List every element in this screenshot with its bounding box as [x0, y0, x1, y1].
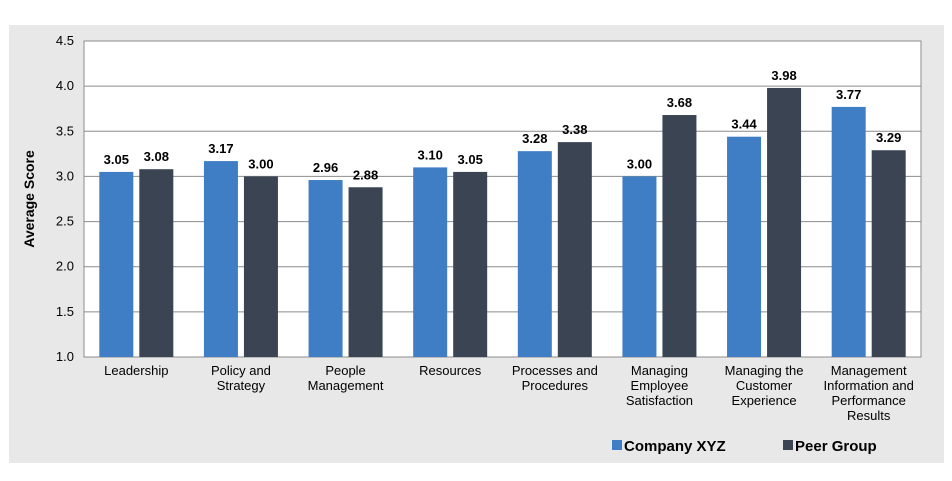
- y-tick-label: 4.5: [56, 33, 74, 48]
- data-label: 3.05: [104, 152, 129, 167]
- x-category-label: Management Information and Performance Resu…: [824, 363, 914, 423]
- y-tick-label: 2.5: [56, 214, 74, 229]
- data-labels: 3.05 3.08 3.17 3.00 2.96 2.88 3.10 3.05 3.28 3.38…: [104, 68, 902, 182]
- data-label: 2.96: [313, 160, 338, 175]
- x-category-label: Policy and Strategy: [211, 363, 271, 393]
- data-label: 3.44: [731, 117, 757, 132]
- data-label: 3.68: [667, 95, 692, 110]
- data-label: 3.05: [458, 152, 483, 167]
- y-tick-label: 1.0: [56, 349, 74, 364]
- data-label: 3.77: [836, 87, 861, 102]
- y-tick-label: 1.5: [56, 304, 74, 319]
- bar-company-xyz: [203, 161, 238, 357]
- bar-peer-group: [348, 187, 383, 357]
- x-category-label: Managing Employee Satisfaction: [626, 363, 693, 408]
- bar-company-xyz: [727, 136, 762, 357]
- bar-company-xyz: [413, 167, 448, 357]
- y-axis-label: Average Score: [21, 150, 37, 248]
- x-category-label: Managing the Customer Experience: [725, 363, 804, 408]
- legend: Company XYZ Peer Group: [612, 438, 877, 455]
- data-label: 3.98: [771, 68, 796, 83]
- bar-peer-group: [453, 171, 488, 357]
- bars: [99, 87, 906, 357]
- bar-peer-group: [139, 169, 174, 357]
- legend-label: Company XYZ: [624, 438, 726, 455]
- data-label: 3.08: [144, 149, 169, 164]
- x-category-label: Leadership: [104, 363, 168, 378]
- bar-peer-group: [767, 87, 802, 357]
- data-label: 3.00: [627, 156, 652, 171]
- y-tick-label: 4.0: [56, 78, 74, 93]
- x-category-label: Resources: [419, 363, 482, 378]
- x-category-label: Processes and Procedures: [512, 363, 598, 393]
- bar-company-xyz: [831, 106, 866, 357]
- data-label: 3.29: [876, 130, 901, 145]
- legend-label: Peer Group: [795, 438, 877, 455]
- bar-company-xyz: [99, 171, 134, 357]
- bar-peer-group: [871, 150, 906, 357]
- bar-company-xyz: [517, 151, 552, 357]
- data-label: 3.38: [562, 122, 587, 137]
- y-axis-ticks: 1.0 1.5 2.0 2.5 3.0 3.5 4.0 4.5: [56, 33, 74, 364]
- bar-peer-group: [557, 142, 592, 357]
- bar-peer-group: [243, 176, 278, 357]
- legend-swatch: [783, 440, 793, 450]
- x-category-label: People Management: [308, 363, 384, 393]
- data-label: 3.28: [522, 131, 547, 146]
- data-label: 2.88: [353, 167, 378, 182]
- legend-swatch: [612, 440, 622, 450]
- x-axis-categories: Leadership Policy and Strategy People Manage…: [104, 363, 914, 423]
- y-tick-label: 3.5: [56, 123, 74, 138]
- data-label: 3.17: [208, 141, 233, 156]
- data-label: 3.00: [248, 156, 273, 171]
- bar-company-xyz: [622, 176, 657, 357]
- y-tick-label: 2.0: [56, 259, 74, 274]
- bar-company-xyz: [308, 180, 343, 357]
- bar-peer-group: [662, 115, 697, 357]
- data-label: 3.10: [418, 147, 443, 162]
- y-tick-label: 3.0: [56, 168, 74, 183]
